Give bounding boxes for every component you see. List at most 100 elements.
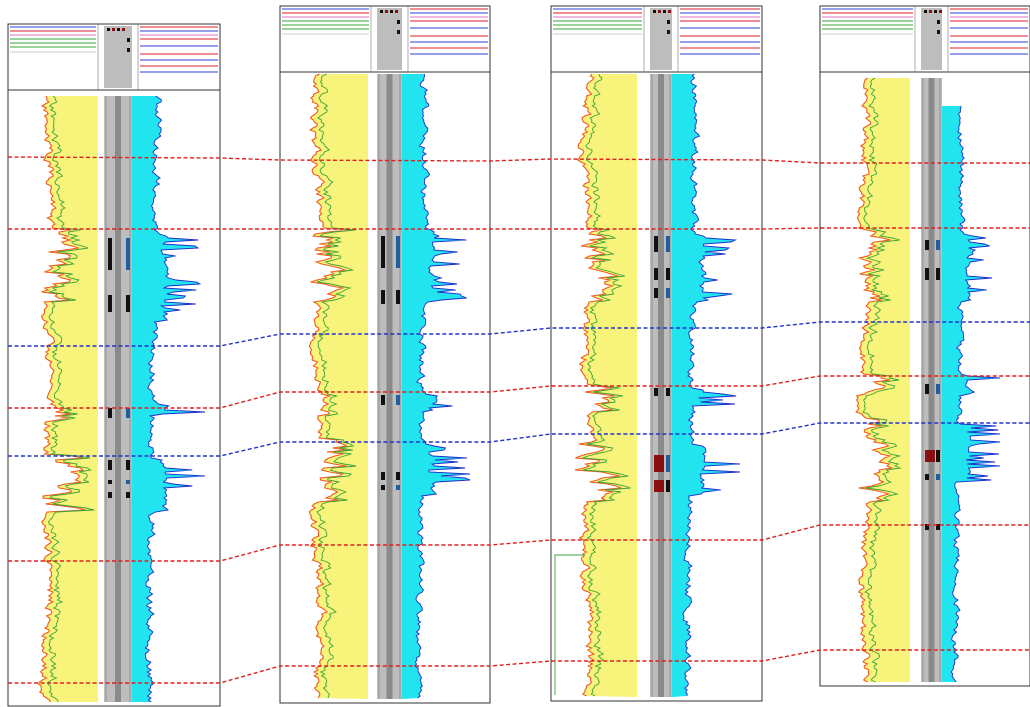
perforation-interval — [381, 290, 385, 304]
gamma-ray-curve — [855, 77, 894, 683]
perforation-interval — [925, 268, 929, 280]
perforation-interval — [654, 236, 658, 252]
well-log-1 — [7, 23, 221, 707]
interpretation-interval — [396, 472, 400, 480]
well-header — [551, 6, 762, 73]
header-track-cell — [377, 8, 402, 70]
interpretation-interval — [126, 295, 130, 312]
perforation-interval — [925, 524, 929, 530]
header-legend-swatch — [668, 10, 671, 13]
header-legend-swatch — [397, 20, 400, 24]
header-legend-swatch — [385, 10, 388, 13]
header-legend-swatch — [939, 10, 942, 13]
well-header — [8, 24, 220, 91]
perforation-interval — [381, 485, 385, 490]
header-legend-swatch — [112, 28, 115, 31]
perforation-interval — [381, 472, 385, 480]
interpretation-interval — [936, 524, 940, 530]
interpretation-interval — [666, 268, 670, 280]
interpretation-interval — [126, 408, 130, 418]
interpretation-interval — [126, 480, 130, 484]
perforation-interval — [654, 268, 658, 280]
header-track-cell — [650, 8, 672, 70]
interpretation-interval — [126, 238, 130, 270]
perforation-interval — [108, 295, 112, 312]
interpretation-interval — [126, 460, 130, 470]
interpretation-interval — [396, 485, 400, 490]
perforation-interval — [925, 474, 929, 480]
perforation-interval — [654, 480, 664, 492]
interpretation-interval — [936, 240, 940, 250]
depth-track-core — [115, 96, 121, 702]
interpretation-interval — [666, 236, 670, 252]
correlation-line-2 — [8, 227, 1030, 230]
correlation-line-6 — [8, 524, 1030, 562]
interpretation-interval — [396, 236, 400, 268]
perforation-interval — [654, 388, 658, 396]
resistivity-fill — [402, 74, 470, 699]
header-legend-swatch — [653, 10, 656, 13]
correlation-line-5 — [8, 422, 1030, 457]
header-legend-swatch — [663, 10, 666, 13]
perforation-interval — [925, 240, 929, 250]
interpretation-interval — [126, 492, 130, 498]
interpretation-interval — [396, 290, 400, 304]
gamma-ray-curve — [37, 95, 86, 703]
interpretation-interval — [666, 455, 670, 472]
correlation-line-7 — [8, 649, 1030, 684]
header-legend-swatch — [667, 30, 670, 34]
header-legend-swatch — [395, 10, 398, 13]
spontaneous-potential-curve — [47, 95, 95, 703]
resistivity-fill — [672, 74, 740, 697]
header-legend-swatch — [937, 20, 940, 24]
perforation-interval — [654, 455, 664, 472]
depth-track-core — [658, 74, 664, 697]
perforation-interval — [108, 492, 112, 498]
interpretation-interval — [666, 388, 670, 396]
resistivity-fill — [942, 106, 1000, 682]
spontaneous-potential-curve — [862, 77, 902, 683]
resistivity-curve — [682, 73, 741, 697]
header-legend-swatch — [127, 38, 130, 42]
correlation-line-3 — [8, 321, 1030, 347]
header-legend-swatch — [667, 20, 670, 24]
gamma-ray-curve — [574, 73, 622, 697]
header-legend-swatch — [107, 28, 110, 31]
resistivity-curve — [950, 105, 1001, 683]
gamma-ray-fill — [856, 78, 910, 682]
resistivity-fill — [132, 96, 205, 702]
perforation-interval — [381, 395, 385, 405]
header-legend-swatch — [937, 30, 940, 34]
interpretation-interval — [936, 450, 940, 462]
interpretation-interval — [936, 268, 940, 280]
header-legend-swatch — [658, 10, 661, 13]
header-legend-swatch — [924, 10, 927, 13]
header-legend-swatch — [127, 48, 130, 52]
well-header — [820, 6, 1030, 73]
correlation-line-1 — [7, 156, 1030, 164]
gamma-ray-curve — [308, 73, 349, 699]
header-track-cell — [104, 26, 132, 88]
resistivity-curve — [413, 73, 471, 699]
depth-track-core — [386, 74, 393, 699]
perforation-interval — [108, 480, 112, 484]
well-log-3 — [550, 5, 763, 702]
header-legend-swatch — [390, 10, 393, 13]
perforation-interval — [108, 460, 112, 470]
header-track-cell — [921, 8, 942, 70]
perforation-interval — [925, 384, 929, 394]
resistivity-curve — [144, 95, 206, 703]
correlation-lines — [7, 156, 1030, 684]
header-legend-swatch — [122, 28, 125, 31]
core-interval-bracket — [554, 554, 585, 695]
interpretation-interval — [396, 395, 400, 405]
well-frame — [7, 23, 221, 707]
correlation-line-4 — [8, 375, 1030, 409]
interpretation-interval — [936, 474, 940, 480]
well-frame — [550, 5, 763, 702]
header-legend-swatch — [380, 10, 383, 13]
interpretation-interval — [666, 288, 670, 298]
perforation-interval — [925, 450, 935, 462]
